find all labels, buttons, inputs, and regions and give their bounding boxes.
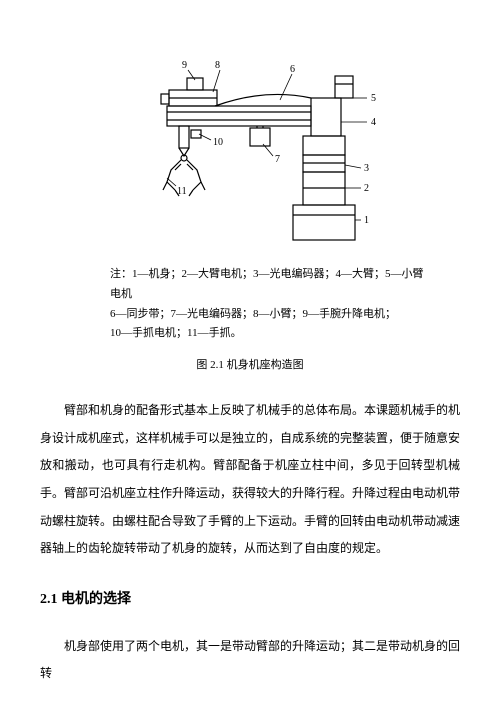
body-paragraph-1: 臂部和机身的配备形式基本上反映了机械手的总体布局。本课题机械手的机身设计成机座式… (40, 397, 460, 563)
svg-text:7: 7 (275, 154, 280, 165)
body-paragraph-2: 机身部使用了两个电机，其一是带动臂部的升降运动；其二是带动机身的回转 (40, 633, 460, 688)
svg-text:5: 5 (371, 93, 376, 104)
legend-line-2: 6—同步带；7—光电编码器；8—小臂；9—手腕升降电机； (110, 305, 430, 325)
svg-text:9: 9 (182, 60, 187, 71)
svg-text:4: 4 (371, 117, 376, 128)
mechanical-diagram: 9 8 6 5 4 10 7 11 3 2 1 (105, 40, 395, 250)
svg-text:11: 11 (177, 186, 187, 197)
svg-text:2: 2 (364, 183, 369, 194)
svg-text:10: 10 (213, 137, 223, 148)
svg-text:8: 8 (215, 60, 220, 71)
legend-line-3: 10—手抓电机；11—手抓。 (110, 324, 430, 344)
legend-line-1: 注：1—机身；2—大臂电机；3—光电编码器；4—大臂；5—小臂电机 (110, 265, 430, 305)
svg-text:6: 6 (290, 64, 295, 75)
diagram-legend: 注：1—机身；2—大臂电机；3—光电编码器；4—大臂；5—小臂电机 6—同步带；… (110, 265, 430, 344)
svg-text:3: 3 (364, 163, 369, 174)
section-heading: 2.1 电机的选择 (40, 588, 460, 608)
svg-text:1: 1 (364, 215, 369, 226)
figure-caption: 图 2.1 机身机座构造图 (40, 356, 460, 372)
diagram-container: 9 8 6 5 4 10 7 11 3 2 1 (40, 40, 460, 250)
